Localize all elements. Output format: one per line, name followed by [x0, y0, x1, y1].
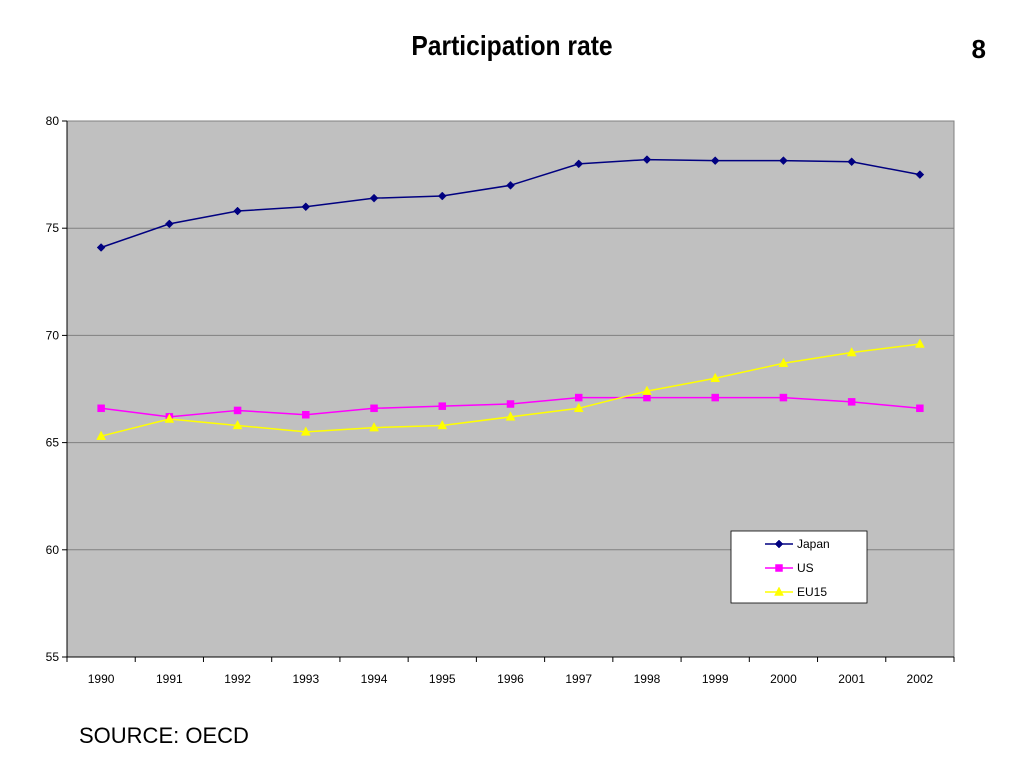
data-point-eu15 [710, 372, 721, 383]
y-tick-label: 75 [46, 221, 60, 235]
data-point-eu15 [369, 422, 379, 432]
data-point-us [916, 404, 924, 413]
x-tick-label: 2002 [907, 672, 934, 686]
y-tick-label: 65 [46, 436, 60, 450]
x-tick-label: 1990 [88, 672, 115, 686]
x-tick-label: 1995 [429, 672, 456, 686]
data-point-japan [642, 155, 652, 164]
data-point-eu15 [437, 419, 448, 430]
data-point-us [370, 404, 378, 413]
x-tick-label: 1998 [634, 672, 661, 686]
data-point-us [847, 398, 856, 406]
data-point-eu15 [914, 338, 925, 348]
data-point-us [97, 404, 105, 413]
data-point-japan [506, 180, 515, 190]
data-point-japan [710, 156, 720, 166]
data-point-us [302, 410, 310, 419]
data-point-japan [847, 157, 857, 167]
data-point-eu15 [573, 402, 584, 413]
data-point-japan [574, 159, 584, 169]
data-point-japan [96, 243, 106, 252]
x-tick-label: 1999 [702, 672, 729, 686]
x-tick-label: 1993 [292, 672, 319, 686]
x-tick-label: 1991 [156, 672, 183, 686]
data-point-eu15 [232, 419, 243, 430]
data-point-japan [164, 219, 174, 229]
x-tick-label: 1997 [565, 672, 592, 686]
data-point-us [233, 406, 242, 415]
data-point-eu15 [96, 430, 107, 440]
y-tick-label: 80 [46, 114, 60, 128]
x-tick-label: 2000 [770, 672, 797, 686]
x-tick-label: 1994 [361, 672, 388, 686]
x-tick-label: 2001 [838, 672, 865, 686]
legend-label-us: US [797, 561, 814, 575]
legend-label-eu15: EU15 [797, 585, 827, 599]
data-point-japan [437, 191, 447, 201]
data-point-eu15 [164, 413, 175, 423]
legend-marker-eu15 [774, 586, 784, 596]
legend-marker-us [775, 564, 783, 572]
data-point-eu15 [642, 385, 652, 395]
data-point-japan [779, 156, 788, 166]
legend-box [730, 530, 868, 604]
x-tick-label: 1992 [224, 672, 251, 686]
legend-marker-japan [774, 539, 784, 549]
y-tick-label: 60 [46, 543, 60, 557]
data-point-japan [301, 202, 311, 212]
data-point-japan [369, 193, 379, 203]
data-point-eu15 [778, 357, 789, 368]
data-point-us [643, 393, 651, 402]
x-tick-label: 1996 [497, 672, 524, 686]
data-point-eu15 [846, 347, 857, 357]
source-note: SOURCE: OECD [79, 723, 249, 748]
data-point-eu15 [505, 411, 516, 421]
page-number: 8 [971, 34, 986, 64]
data-point-eu15 [300, 426, 311, 436]
legend-label-japan: Japan [797, 537, 830, 551]
data-point-japan [915, 170, 925, 179]
data-point-us [779, 393, 788, 402]
data-point-us [438, 402, 447, 410]
y-tick-label: 70 [46, 328, 60, 342]
data-point-us [574, 393, 583, 402]
data-point-japan [233, 206, 242, 216]
chart-title: Participation rate [411, 30, 613, 61]
data-point-us [711, 393, 719, 402]
y-tick-label: 55 [46, 650, 60, 664]
data-point-us [506, 400, 515, 408]
